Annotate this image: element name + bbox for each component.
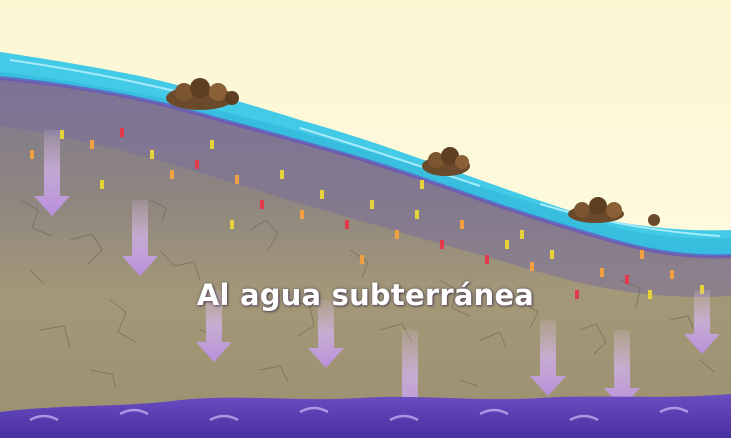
upper-soil-band xyxy=(0,80,731,297)
down-arrow-icon xyxy=(196,290,232,362)
down-arrow-icon xyxy=(684,290,720,354)
contaminant-particle-icon xyxy=(30,128,704,299)
down-arrow-icon xyxy=(122,200,158,276)
shrub-icon xyxy=(422,147,470,176)
down-arrow-icon xyxy=(392,330,428,420)
groundwater xyxy=(0,394,731,438)
down-arrow-icon xyxy=(308,300,344,368)
down-arrow-icon xyxy=(604,330,640,408)
down-arrow-icon xyxy=(530,320,566,396)
down-arrow-icon xyxy=(34,130,70,216)
shrub-icon xyxy=(166,78,239,110)
water-edge-line xyxy=(0,76,731,259)
shrub-icon xyxy=(568,197,660,226)
groundwater-wave-icon xyxy=(29,406,689,422)
